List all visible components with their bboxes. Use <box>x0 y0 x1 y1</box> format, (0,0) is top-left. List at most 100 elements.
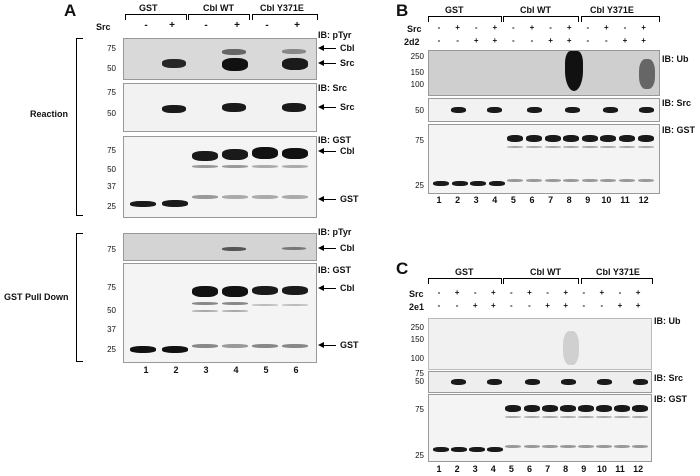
arrow-line <box>322 345 336 346</box>
panel-b-lane-number-6: 6 <box>529 195 535 205</box>
panel-a-bracket-cbl-wt <box>188 14 250 20</box>
band <box>595 416 612 418</box>
band <box>162 200 188 207</box>
band <box>488 181 505 186</box>
panel-c-src-sign-5: - <box>510 288 513 297</box>
panel-a-blot-ptyr-reaction <box>123 38 317 80</box>
band <box>252 286 278 295</box>
panel-c-bracket-gst <box>428 278 502 284</box>
panel-a-sign-1: - <box>144 20 148 31</box>
band <box>222 49 246 55</box>
panel-b-marker: 250 <box>410 52 424 61</box>
panel-b-src-sign-1: - <box>437 23 441 32</box>
band <box>252 165 278 168</box>
band <box>222 149 248 160</box>
panel-b-bracket-cbl-y371e <box>581 16 660 22</box>
panel-b-lane-number-9: 9 <box>585 195 591 205</box>
panel-c-2e1-sign-1: - <box>437 301 441 310</box>
panel-a-ib-1: IB: pTyr <box>318 30 352 40</box>
band <box>507 179 524 182</box>
band <box>581 135 598 142</box>
panel-c-ib-1: IB: Ub <box>654 316 681 326</box>
band <box>600 179 617 182</box>
panel-a-arrow-label: Cbl <box>340 283 355 293</box>
band <box>544 146 561 148</box>
panel-b-group-cbl-wt: Cbl WT <box>520 5 551 15</box>
panel-a-marker: 50 <box>107 109 116 118</box>
panel-a-sign-4: + <box>234 20 240 31</box>
panel-b-lane-number-7: 7 <box>548 195 554 205</box>
panel-c-bracket-cbl-y371e <box>581 278 653 284</box>
band <box>487 379 502 385</box>
panel-a-marker: 75 <box>107 88 116 97</box>
panel-a-arrow-label: Cbl <box>340 43 355 53</box>
panel-b-group-cbl-y371e: Cbl Y371E <box>590 5 634 15</box>
band <box>597 379 612 385</box>
panel-a-marker: 50 <box>107 306 116 315</box>
band <box>222 302 248 305</box>
panel-b-lane-number-3: 3 <box>473 195 479 205</box>
band <box>451 379 466 385</box>
band <box>632 416 649 418</box>
panel-b-src-sign-9: - <box>586 23 590 32</box>
band <box>619 146 635 148</box>
panel-a-marker: 75 <box>107 245 116 254</box>
band <box>252 195 278 199</box>
band <box>637 146 654 148</box>
panel-a-marker: 75 <box>107 44 116 53</box>
panel-b-marker: 50 <box>415 106 424 115</box>
panel-a-pulldown-bracket <box>76 233 83 362</box>
panel-a-lane-number: 6 <box>293 365 299 375</box>
panel-a-src-label: Src <box>96 22 111 32</box>
band <box>614 416 630 418</box>
panel-b-2d2-sign-1: - <box>437 36 441 45</box>
panel-a-sign-3: - <box>204 20 208 31</box>
band <box>192 302 218 305</box>
panel-c-2e1-sign-7: + <box>545 301 550 310</box>
band <box>559 405 576 412</box>
panel-a-marker: 37 <box>107 325 116 334</box>
panel-a-marker: 25 <box>107 202 116 211</box>
band <box>577 445 594 448</box>
panel-b-src-sign-7: - <box>549 23 552 32</box>
panel-a-marker: 75 <box>107 283 116 292</box>
band <box>559 445 576 448</box>
panel-c-marker: 75 <box>415 369 424 378</box>
band <box>523 445 540 448</box>
panel-a-group-gst: GST <box>139 3 158 13</box>
panel-a-arrow-label: GST <box>340 340 359 350</box>
panel-b-2d2-sign-10: - <box>605 36 608 45</box>
band <box>282 344 308 348</box>
band <box>192 310 218 312</box>
arrow-icon <box>318 104 324 110</box>
panel-a-blot-ptyr-pulldown <box>123 233 317 261</box>
panel-b-src-sign-11: - <box>623 23 627 32</box>
panel-b-src-sign-3: - <box>474 23 478 32</box>
panel-b-row2-label: 2d2 <box>404 37 420 47</box>
band <box>130 346 156 353</box>
panel-b-blot-ub <box>428 50 660 96</box>
band <box>222 310 248 312</box>
band <box>595 445 612 448</box>
panel-c-lane-number-8: 8 <box>563 464 569 474</box>
panel-c-marker: 25 <box>415 451 424 460</box>
panel-c-2e1-sign-10: - <box>600 301 604 310</box>
panel-c-row1-label: Src <box>409 289 424 299</box>
band <box>222 195 248 199</box>
panel-b-2d2-sign-5: - <box>512 36 515 45</box>
band <box>192 165 218 168</box>
band <box>130 201 156 207</box>
panel-a-bracket-cbl-y371e <box>252 14 318 20</box>
band <box>487 107 502 113</box>
panel-c-2e1-sign-4: + <box>490 301 496 310</box>
band <box>222 103 246 112</box>
arrow-line <box>322 107 336 108</box>
panel-b-src-sign-4: + <box>492 23 498 32</box>
band <box>282 49 306 54</box>
panel-b-2d2-sign-9: - <box>586 36 590 45</box>
arrow-icon <box>318 148 324 154</box>
band <box>192 195 218 199</box>
panel-b-marker: 75 <box>415 136 424 145</box>
arrow-line <box>322 288 336 289</box>
arrow-line <box>322 63 336 64</box>
